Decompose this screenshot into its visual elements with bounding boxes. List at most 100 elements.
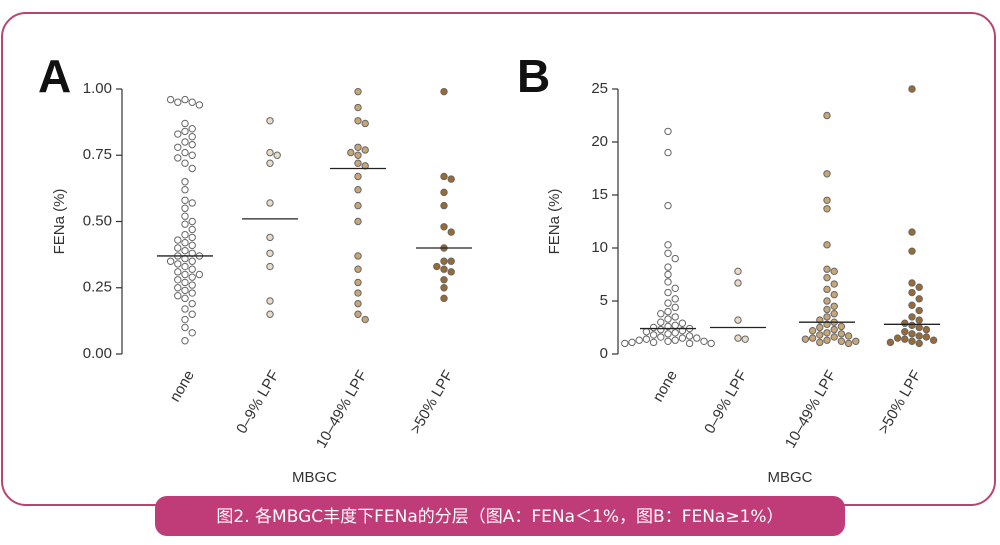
dot <box>181 231 189 239</box>
dot <box>354 252 362 260</box>
dot <box>354 159 362 167</box>
dot <box>908 279 916 287</box>
dot <box>657 333 665 341</box>
dot <box>901 328 909 336</box>
dot <box>886 338 895 347</box>
dot <box>188 151 196 159</box>
dot <box>361 146 369 154</box>
dot <box>671 321 679 330</box>
dot <box>195 101 204 109</box>
dot <box>174 143 182 152</box>
dot <box>671 254 679 263</box>
dot <box>664 263 672 271</box>
dot <box>664 330 672 338</box>
dot <box>181 337 189 345</box>
y-tick-label: 1.00 <box>83 80 112 97</box>
dot <box>188 257 196 265</box>
dot <box>174 98 182 106</box>
caption-box <box>155 496 845 536</box>
dot <box>816 331 824 339</box>
dot <box>440 257 448 265</box>
dot <box>354 186 362 194</box>
dot <box>188 233 196 242</box>
dot <box>181 95 189 104</box>
panel-label: B <box>517 50 550 102</box>
dot <box>671 303 679 312</box>
dot <box>447 228 455 236</box>
dot <box>657 318 665 326</box>
dot <box>635 336 643 344</box>
dot <box>174 268 182 276</box>
x-axis-label: MBGC <box>768 469 813 486</box>
dot <box>440 87 448 96</box>
dot <box>266 249 274 258</box>
dot <box>734 267 742 276</box>
dot <box>915 295 923 303</box>
dot <box>174 260 182 268</box>
caption: 图2. 各MBGC丰度下FENa的分层（图A：FENa＜1%，图B：FENa≥1… <box>216 507 783 527</box>
dot <box>181 305 189 313</box>
dot <box>678 319 687 327</box>
panel-label: A <box>38 50 71 102</box>
dot <box>915 283 923 291</box>
dot <box>188 289 196 297</box>
dot <box>354 278 362 287</box>
dot <box>823 336 831 344</box>
dot <box>915 332 923 340</box>
dot <box>174 154 182 162</box>
dot <box>266 310 274 318</box>
dot <box>188 140 196 149</box>
card <box>1 12 996 506</box>
dot <box>808 334 817 342</box>
dot <box>664 278 672 286</box>
dot <box>354 151 362 159</box>
dot <box>354 265 362 273</box>
dot <box>915 323 923 332</box>
dot <box>823 329 831 337</box>
dot <box>181 239 189 247</box>
dot <box>188 265 196 273</box>
y-axis-label: FENa (%) <box>51 189 68 255</box>
dot <box>642 335 651 343</box>
dot <box>908 247 916 255</box>
dot <box>844 339 853 348</box>
dot <box>188 329 196 337</box>
dot <box>664 315 672 323</box>
dot <box>664 241 672 249</box>
dot <box>830 302 838 310</box>
dot <box>354 299 362 308</box>
dot <box>908 301 916 309</box>
dot <box>621 339 629 348</box>
dot <box>181 220 189 228</box>
dot <box>844 332 853 340</box>
dot <box>174 236 182 244</box>
dot <box>266 159 274 167</box>
dot <box>440 284 448 292</box>
dot <box>915 316 923 324</box>
dot <box>354 217 362 226</box>
dot <box>347 148 355 157</box>
dot <box>671 295 679 303</box>
dot <box>188 217 196 226</box>
dot <box>174 284 182 292</box>
dot <box>830 310 838 318</box>
dot <box>354 172 362 181</box>
dot <box>440 172 448 181</box>
dot <box>649 338 658 347</box>
dot <box>447 268 455 276</box>
dot <box>893 334 902 342</box>
dot <box>649 331 658 339</box>
dot <box>433 262 441 271</box>
dot <box>823 170 831 178</box>
dot <box>908 313 916 321</box>
dot <box>664 201 672 210</box>
dot <box>649 323 658 332</box>
dot <box>181 286 189 295</box>
dot <box>823 273 831 282</box>
dot <box>440 276 448 284</box>
dot <box>447 257 455 265</box>
dot <box>354 289 362 297</box>
dot <box>354 103 362 112</box>
dot <box>188 98 196 106</box>
dot <box>188 310 196 318</box>
